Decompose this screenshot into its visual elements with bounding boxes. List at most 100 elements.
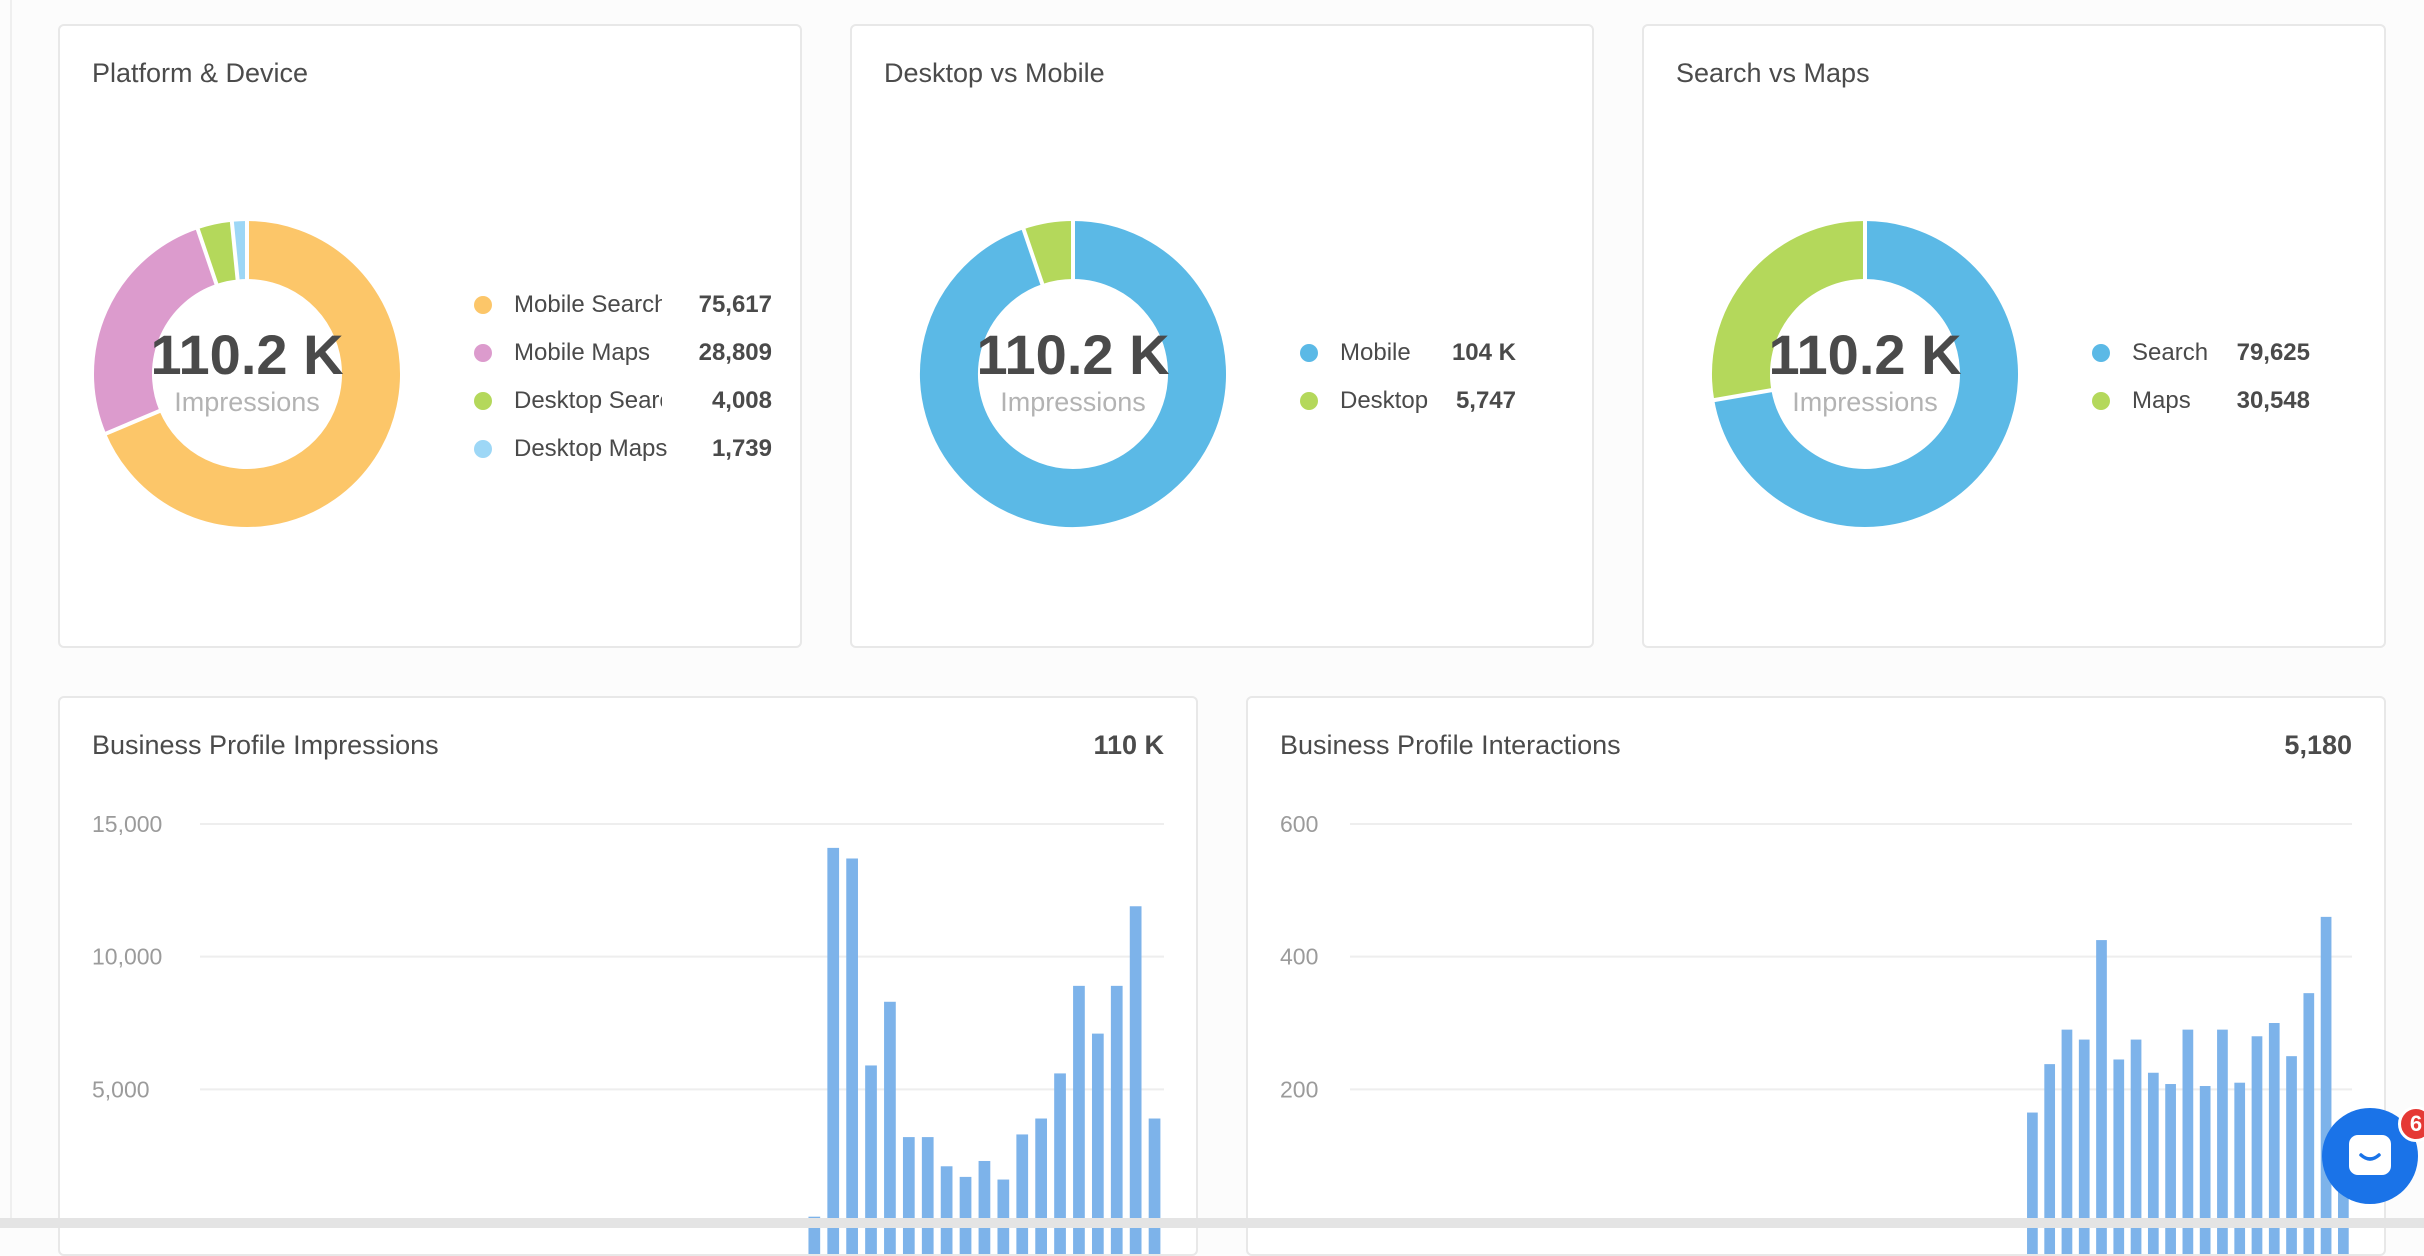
bar[interactable]: [2320, 916, 2332, 1254]
legend-dot-icon: [1300, 392, 1318, 410]
y-tick-label: 5,000: [92, 1076, 150, 1102]
donut-slice-mobile-maps[interactable]: [94, 229, 218, 434]
donut-slice-search[interactable]: [1714, 221, 2018, 527]
donut-chart: [920, 220, 1226, 527]
bar[interactable]: [884, 1001, 896, 1254]
legend-value: 104 K: [1451, 339, 1516, 366]
bar[interactable]: [827, 847, 840, 1254]
bar[interactable]: [2044, 1064, 2056, 1254]
legend-item-desktop-maps[interactable]: Desktop Maps 1,739: [474, 425, 772, 473]
donut-center-value: 110.2 K: [976, 323, 1170, 386]
bar[interactable]: [865, 1065, 877, 1254]
bar[interactable]: [846, 858, 858, 1254]
legend-item-mobile-search[interactable]: Mobile Search 75,617: [474, 281, 772, 329]
bar[interactable]: [2113, 1059, 2125, 1254]
bar[interactable]: [959, 1176, 972, 1254]
bar[interactable]: [1073, 985, 1085, 1254]
slice-separator: [104, 408, 162, 436]
bar[interactable]: [2234, 1082, 2246, 1254]
legend-label: Maps: [2132, 387, 2191, 414]
bar[interactable]: [1129, 906, 1142, 1254]
legend-label: Desktop Search: [514, 387, 662, 414]
bar[interactable]: [1091, 1033, 1104, 1254]
bar[interactable]: [2061, 1029, 2073, 1254]
search-vs-maps-card: Search vs Maps 110.2 K Impressions Searc…: [1642, 24, 2386, 648]
bar[interactable]: [2303, 993, 2315, 1254]
donut-center-value: 110.2 K: [150, 323, 344, 386]
desktop-vs-mobile-donut: 110.2 K Impressions: [918, 219, 1228, 529]
legend-dot-icon: [474, 344, 492, 362]
bar[interactable]: [921, 1137, 934, 1254]
y-tick-label: 200: [1280, 1076, 1318, 1102]
card-title: Platform & Device: [92, 58, 309, 88]
chat-launcher-button[interactable]: [2322, 1108, 2418, 1204]
legend-item-desktop-search[interactable]: Desktop Search 4,008: [474, 377, 772, 425]
legend-label: Mobile Maps: [514, 339, 651, 366]
bar[interactable]: [997, 1179, 1010, 1254]
impressions-card: Business Profile Impressions 110 K 15,00…: [58, 696, 1198, 1256]
bar[interactable]: [1016, 1134, 1029, 1254]
donut-center-label: Impressions: [174, 387, 320, 417]
bar[interactable]: [2147, 1072, 2159, 1254]
bar[interactable]: [2165, 1084, 2176, 1254]
platform-device-card: Platform & Device 110.2 K Impressions Mo…: [58, 24, 802, 648]
legend-value: 5,747: [1455, 387, 1516, 414]
bar[interactable]: [940, 1166, 953, 1254]
horizontal-scrollbar[interactable]: [0, 1218, 2424, 1228]
slice-separator: [1712, 388, 1773, 403]
platform-device-donut: 110.2 K Impressions: [92, 219, 402, 529]
bar[interactable]: [1148, 1118, 1161, 1254]
bar[interactable]: [2130, 1039, 2142, 1254]
bar[interactable]: [2096, 940, 2107, 1254]
desktop-vs-mobile-legend: Mobile 104 K Desktop 5,747: [1300, 329, 1516, 425]
y-tick-label: 15,000: [92, 811, 162, 837]
donut-slice-mobile[interactable]: [920, 221, 1226, 527]
bar[interactable]: [2217, 1029, 2228, 1254]
legend-item-mobile-maps[interactable]: Mobile Maps 28,809: [474, 329, 772, 377]
page-left-border: [10, 0, 12, 1228]
bar[interactable]: [2182, 1029, 2194, 1254]
legend-item-maps[interactable]: Maps 30,548: [2092, 377, 2310, 425]
y-tick-label: 10,000: [92, 944, 162, 970]
bar[interactable]: [2251, 1036, 2263, 1254]
legend-value: 1,739: [711, 435, 772, 462]
notification-badge: 6: [2398, 1106, 2424, 1142]
legend-item-desktop[interactable]: Desktop 5,747: [1300, 377, 1516, 425]
donut-center-label: Impressions: [1792, 387, 1938, 417]
bar[interactable]: [2199, 1086, 2211, 1254]
interactions-card: Business Profile Interactions 5,180 600 4…: [1246, 696, 2386, 1256]
bar[interactable]: [1110, 985, 1123, 1254]
bar[interactable]: [978, 1160, 991, 1254]
card-total: 5,180: [2284, 730, 2352, 760]
bar[interactable]: [2286, 1056, 2297, 1254]
donut-slice-maps[interactable]: [1712, 221, 1866, 401]
legend-label: Desktop: [1340, 387, 1429, 414]
donut-center-value: 110.2 K: [1768, 323, 1962, 386]
impressions-bar-chart: 15,000 10,000 5,000: [92, 811, 1164, 1254]
search-vs-maps-legend: Search 79,625 Maps 30,548: [2092, 329, 2310, 425]
legend-label: Search: [2132, 339, 2209, 366]
legend-label: Desktop Maps: [514, 435, 668, 462]
bar[interactable]: [2268, 1023, 2280, 1254]
slice-separator: [1021, 227, 1045, 286]
donut-slice-mobile-search[interactable]: [106, 221, 400, 527]
legend-dot-icon: [474, 296, 492, 314]
legend-label: Mobile Search: [514, 291, 662, 318]
card-title: Search vs Maps: [1676, 58, 1870, 88]
legend-dot-icon: [1300, 344, 1318, 362]
slice-separator: [195, 227, 219, 286]
y-tick-label: 600: [1280, 811, 1318, 837]
legend-item-mobile[interactable]: Mobile 104 K: [1300, 329, 1516, 377]
bar[interactable]: [1054, 1073, 1066, 1254]
bar[interactable]: [1035, 1118, 1047, 1254]
bar[interactable]: [2027, 1112, 2038, 1254]
platform-device-legend: Mobile Search 75,617 Mobile Maps 28,809 …: [474, 281, 772, 473]
legend-label: Mobile: [1340, 339, 1411, 366]
legend-item-search[interactable]: Search 79,625: [2092, 329, 2310, 377]
bar[interactable]: [902, 1137, 915, 1254]
donut-center-label: Impressions: [1000, 387, 1146, 417]
slice-separator: [229, 220, 240, 281]
y-tick-label: 400: [1280, 944, 1318, 970]
card-total: 110 K: [1093, 730, 1164, 760]
bar[interactable]: [2078, 1039, 2090, 1254]
